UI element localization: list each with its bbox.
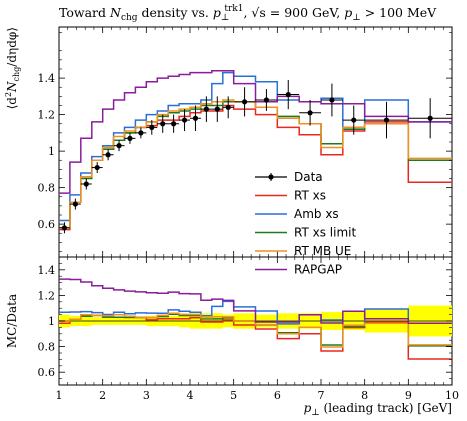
legend-entry-rt-mb-ue: RT MB UE — [255, 244, 351, 258]
series-line-rt-xs-limit — [59, 101, 452, 229]
data-point — [94, 164, 100, 171]
title-part: ⊥ — [221, 13, 229, 23]
legend-entry-data: Data — [255, 170, 323, 184]
x-tick-label: 5 — [230, 389, 237, 402]
x-tick-label: 9 — [405, 389, 412, 402]
data-point — [116, 143, 122, 149]
title-part: chg — [121, 13, 138, 23]
legend-entry-rapgap: RAPGAP — [255, 263, 342, 277]
main-y-tick-label: 0.6 — [38, 218, 56, 231]
data-point — [127, 135, 133, 141]
ratio-y-tick-label: 0.8 — [38, 341, 56, 354]
main-plot-frame — [58, 26, 453, 258]
x-axis-label-part: ⊥ — [311, 408, 319, 418]
title-part: N — [109, 5, 122, 20]
x-axis-label-part: p — [304, 401, 312, 415]
x-tick-label: 1 — [56, 389, 63, 402]
x-tick-label: 10 — [445, 389, 459, 402]
ratio-line-rt-mb-ue — [59, 312, 452, 348]
data-point — [138, 130, 144, 136]
data-point — [383, 117, 390, 123]
legend-label: Data — [294, 170, 323, 184]
chart-title: Toward Nchg density vs. p⊥trk1, √s = 900… — [59, 4, 437, 23]
title-part: p — [213, 5, 221, 20]
title-part: trk1 — [224, 4, 243, 14]
data-point — [263, 97, 270, 103]
title-part: density vs. — [138, 5, 213, 20]
main-y-tick-label: 1.2 — [38, 109, 56, 122]
legend-entry-rt-xs: RT xs — [255, 189, 326, 203]
data-point — [160, 121, 166, 127]
title-part: > 100 MeV — [361, 5, 437, 20]
x-tick-label: 4 — [187, 389, 194, 402]
legend-label: RAPGAP — [294, 263, 342, 277]
x-tick-label: 6 — [274, 389, 281, 402]
data-point — [171, 121, 177, 127]
title-part: p — [344, 5, 352, 20]
y-axis-label-part: chg — [12, 67, 21, 82]
data-point — [427, 115, 433, 121]
main-y-tick-label: 1.4 — [38, 72, 56, 85]
data-point — [192, 115, 199, 121]
series-line-rapgap — [59, 70, 452, 194]
data-point — [181, 117, 188, 123]
x-axis-label: p⊥ (leading track) [GeV] — [304, 401, 452, 418]
data-point — [149, 124, 155, 130]
title-part: ⊥ — [352, 13, 360, 23]
legend-entry-rt-xs-limit: RT xs limit — [255, 226, 356, 240]
data-point — [83, 181, 89, 187]
data-point — [241, 99, 248, 105]
legend-label: RT MB UE — [294, 244, 351, 258]
x-axis-label-part: (leading track) [GeV] — [320, 401, 452, 415]
x-tick-label: 3 — [143, 389, 150, 402]
data-point — [351, 117, 357, 123]
series-line-rt-mb-ue — [59, 99, 452, 229]
data-point — [105, 152, 111, 158]
legend-label: RT xs — [294, 189, 326, 203]
x-tick-label: 7 — [318, 389, 325, 402]
legend-label: Amb xs — [294, 207, 339, 221]
data-point — [72, 201, 78, 207]
x-tick-label: 8 — [361, 389, 368, 402]
y-axis-label-part: /dηdφ⟩ — [5, 27, 19, 67]
ratio-line-rapgap — [59, 278, 452, 324]
y-axis-label-part: 2 — [4, 92, 13, 97]
data-point — [225, 104, 231, 110]
title-part: , √s = 900 GeV, — [243, 5, 344, 20]
legend-entry-amb-xs: Amb xs — [255, 207, 339, 221]
data-point — [285, 91, 291, 98]
y-axis-label-main: ⟨d2Nchg/dηdφ⟩ — [4, 27, 21, 109]
y-axis-label-part: ⟨d — [5, 97, 19, 110]
y-axis-label-part: N — [5, 81, 19, 93]
ratio-y-tick-label: 1.4 — [38, 264, 56, 277]
ratio-y-tick-label: 1 — [48, 315, 55, 328]
ratio-y-tick-label: 0.6 — [38, 366, 56, 379]
y-axis-label-ratio: MC/Data — [5, 294, 19, 348]
x-tick-label: 2 — [99, 389, 106, 402]
legend-label: RT xs limit — [294, 226, 356, 240]
data-point — [329, 97, 335, 103]
data-point — [307, 110, 313, 116]
main-y-tick-label: 0.8 — [38, 182, 56, 195]
title-part: Toward — [59, 5, 110, 20]
ratio-y-tick-label: 1.2 — [38, 289, 56, 302]
data-point — [203, 106, 209, 112]
data-point — [214, 106, 220, 112]
main-y-tick-label: 1 — [48, 145, 55, 158]
data-point — [61, 225, 68, 231]
